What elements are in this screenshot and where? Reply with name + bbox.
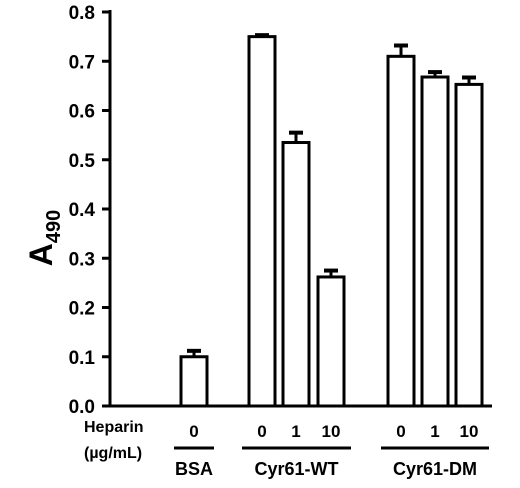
heparin-dose-label: 0 [189,422,198,441]
y-axis-title-main: A [23,243,59,266]
heparin-row-label: Heparin [84,419,144,436]
group-label: Cyr61-WT [254,459,338,479]
y-axis-title: A490 [23,210,65,266]
heparin-dose-label: 0 [396,422,405,441]
bar [179,355,209,408]
y-tick-label: 0.2 [69,299,95,320]
y-ticks: 0.0 0.1 0.2 0.3 0.4 0.5 0.6 0.7 0.8 [69,3,110,418]
bar [420,75,450,408]
y-tick-label: 0.1 [69,348,96,369]
heparin-dose-label: 10 [322,422,341,441]
bar [454,82,484,408]
y-tick-label: 0.7 [69,52,95,73]
heparin-dose-label: 1 [430,422,439,441]
y-tick-label: 0.3 [69,249,95,270]
bar [247,35,277,408]
y-tick-label: 0.6 [69,102,95,123]
y-tick-label: 0.8 [69,3,95,24]
bar [386,54,416,408]
bar [316,275,346,408]
y-tick-label: 0.5 [69,151,96,172]
bar [281,141,311,408]
y-axis-title-subscript: 490 [43,210,65,243]
x-labels: 0 BSA 0 1 10 Cyr61-WT 0 1 10 Cyr61-DM [174,422,489,479]
heparin-dose-label: 0 [257,422,266,441]
group-label: BSA [175,459,213,479]
bars [179,33,484,408]
y-tick-label: 0.4 [69,200,96,221]
heparin-unit-label: (µg/mL) [84,445,142,462]
heparin-dose-label: 1 [291,422,300,441]
y-tick-label: 0.0 [69,397,95,418]
heparin-dose-label: 10 [460,422,479,441]
group-label: Cyr61-DM [393,459,477,479]
